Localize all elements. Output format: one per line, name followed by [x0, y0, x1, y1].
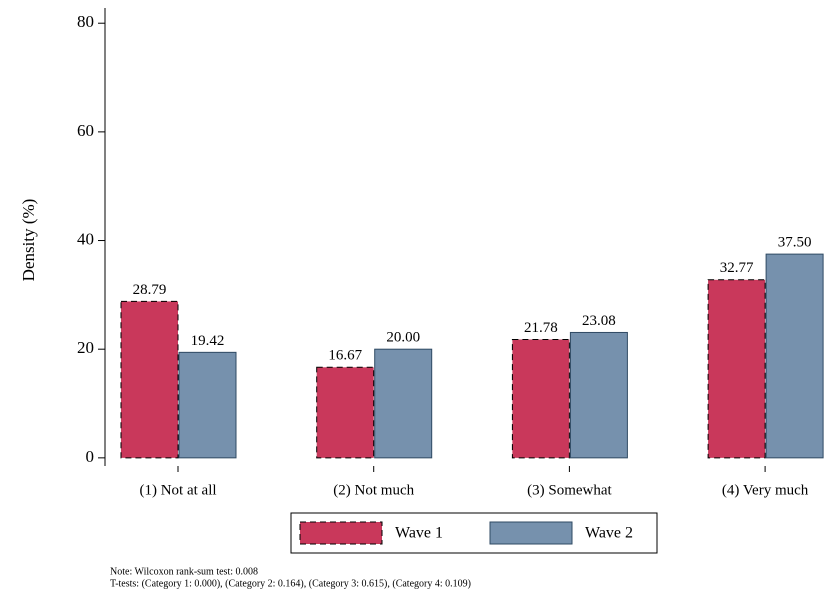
value-label: 16.67 — [328, 348, 362, 364]
legend-label: Wave 1 — [395, 525, 443, 542]
bar — [511, 339, 570, 459]
note: T-tests: (Category 1: 0.000), (Category … — [110, 578, 471, 589]
legend-swatch — [299, 521, 383, 545]
bar — [374, 348, 433, 459]
legend-label: Wave 2 — [585, 525, 633, 542]
value-label: 28.79 — [133, 282, 167, 298]
bar — [765, 253, 824, 459]
y-axis-label: Density (%) — [19, 199, 38, 282]
y-tick-label: 80 — [77, 12, 94, 31]
bar — [178, 351, 237, 459]
y-tick-label: 0 — [86, 447, 95, 466]
y-tick-label: 20 — [77, 338, 94, 357]
note: Note: Wilcoxon rank-sum test: 0.008 — [110, 566, 258, 577]
legend-box — [290, 512, 658, 554]
x-tick-label: (1) Not at all — [139, 482, 216, 498]
value-label: 19.42 — [191, 333, 225, 349]
value-label: 37.50 — [778, 235, 812, 251]
value-label: 20.00 — [386, 330, 420, 346]
x-tick-label: (2) Not much — [333, 482, 414, 498]
bar — [316, 366, 375, 459]
value-label: 23.08 — [582, 313, 616, 329]
y-tick-label: 40 — [77, 229, 94, 248]
bar — [707, 279, 766, 459]
x-tick-label: (3) Somewhat — [527, 482, 612, 498]
legend-swatch — [489, 521, 573, 545]
value-label: 21.78 — [524, 320, 558, 336]
bar — [569, 331, 628, 459]
value-label: 32.77 — [720, 260, 754, 276]
bar — [120, 300, 179, 459]
x-tick-label: (4) Very much — [722, 482, 809, 498]
y-tick-label: 60 — [77, 121, 94, 140]
